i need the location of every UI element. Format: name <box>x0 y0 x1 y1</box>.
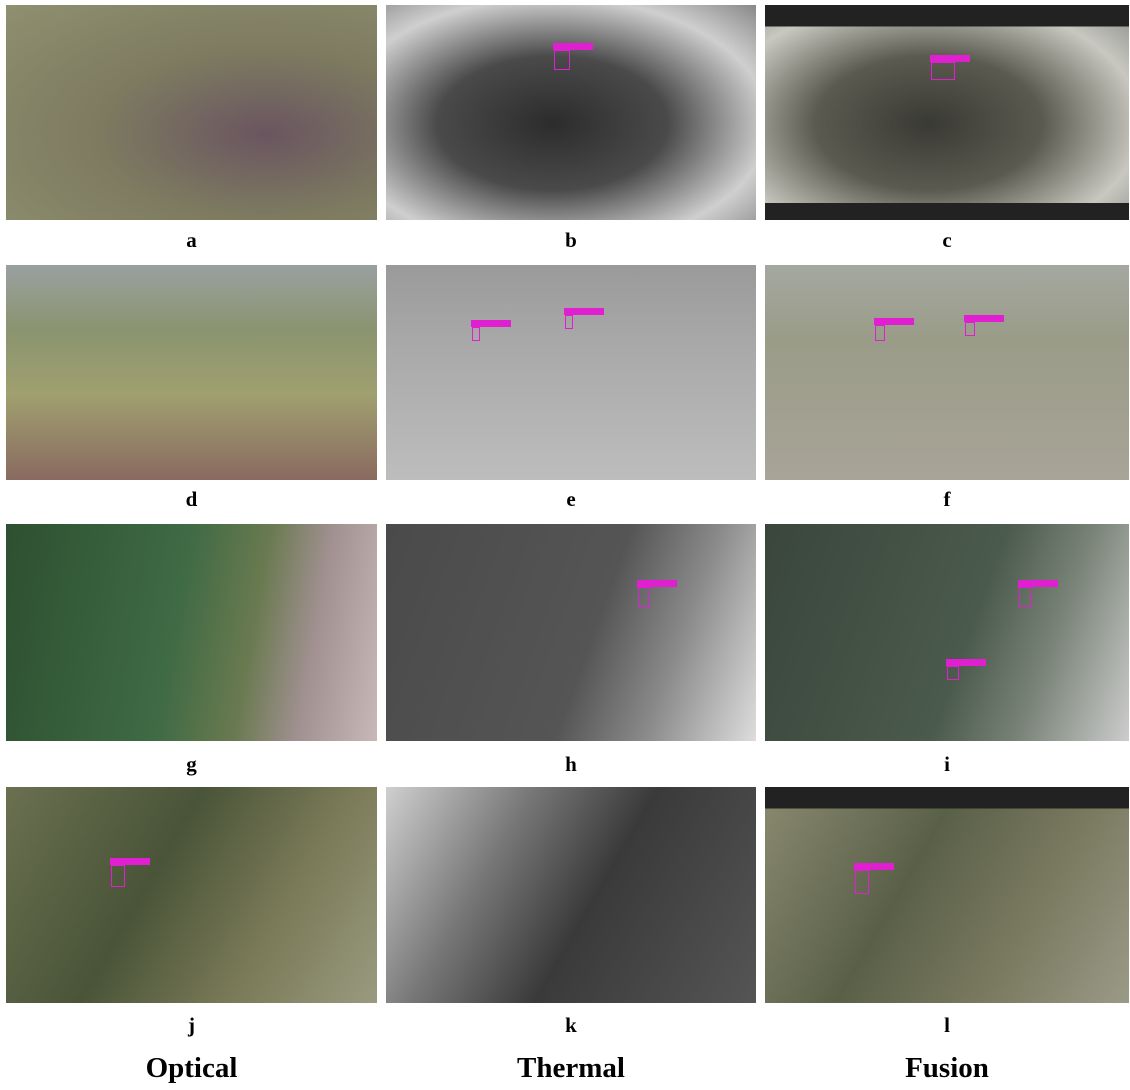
panel-label: d <box>172 487 212 512</box>
panel-label: e <box>551 487 591 512</box>
image-panel <box>6 265 377 480</box>
panel-label: a <box>172 228 212 253</box>
detection-box <box>931 62 955 80</box>
detection-box <box>472 327 480 341</box>
detection-box <box>875 325 885 341</box>
panel-label: b <box>551 228 591 253</box>
detection-box <box>1019 587 1031 607</box>
column-title: Fusion <box>847 1052 1047 1085</box>
image-panel <box>765 265 1129 480</box>
panel-label: i <box>927 752 967 777</box>
image-panel <box>765 787 1129 1003</box>
column-title: Thermal <box>471 1052 671 1085</box>
panel-label: k <box>551 1013 591 1038</box>
detection-box <box>111 865 125 887</box>
image-panel <box>386 5 756 220</box>
detection-box <box>638 587 650 607</box>
detection-box <box>565 315 573 329</box>
image-panel <box>6 787 377 1003</box>
column-title: Optical <box>92 1052 292 1085</box>
detection-box <box>554 50 570 70</box>
panel-label: f <box>927 487 967 512</box>
image-panel <box>765 5 1129 220</box>
figure: a b c d e f g h i j k l Optical Thermal Fusion <box>0 0 1130 1090</box>
detection-box <box>947 666 959 680</box>
panel-label: l <box>927 1013 967 1038</box>
panel-label: j <box>172 1013 212 1038</box>
panel-label: h <box>551 752 591 777</box>
image-panel <box>6 524 377 741</box>
image-panel <box>386 524 756 741</box>
panel-label: g <box>172 752 212 777</box>
detection-box <box>965 322 975 336</box>
image-panel <box>765 524 1129 741</box>
panel-label: c <box>927 228 967 253</box>
image-panel <box>386 265 756 480</box>
image-panel <box>386 787 756 1003</box>
image-panel <box>6 5 377 220</box>
detection-box <box>855 870 869 894</box>
